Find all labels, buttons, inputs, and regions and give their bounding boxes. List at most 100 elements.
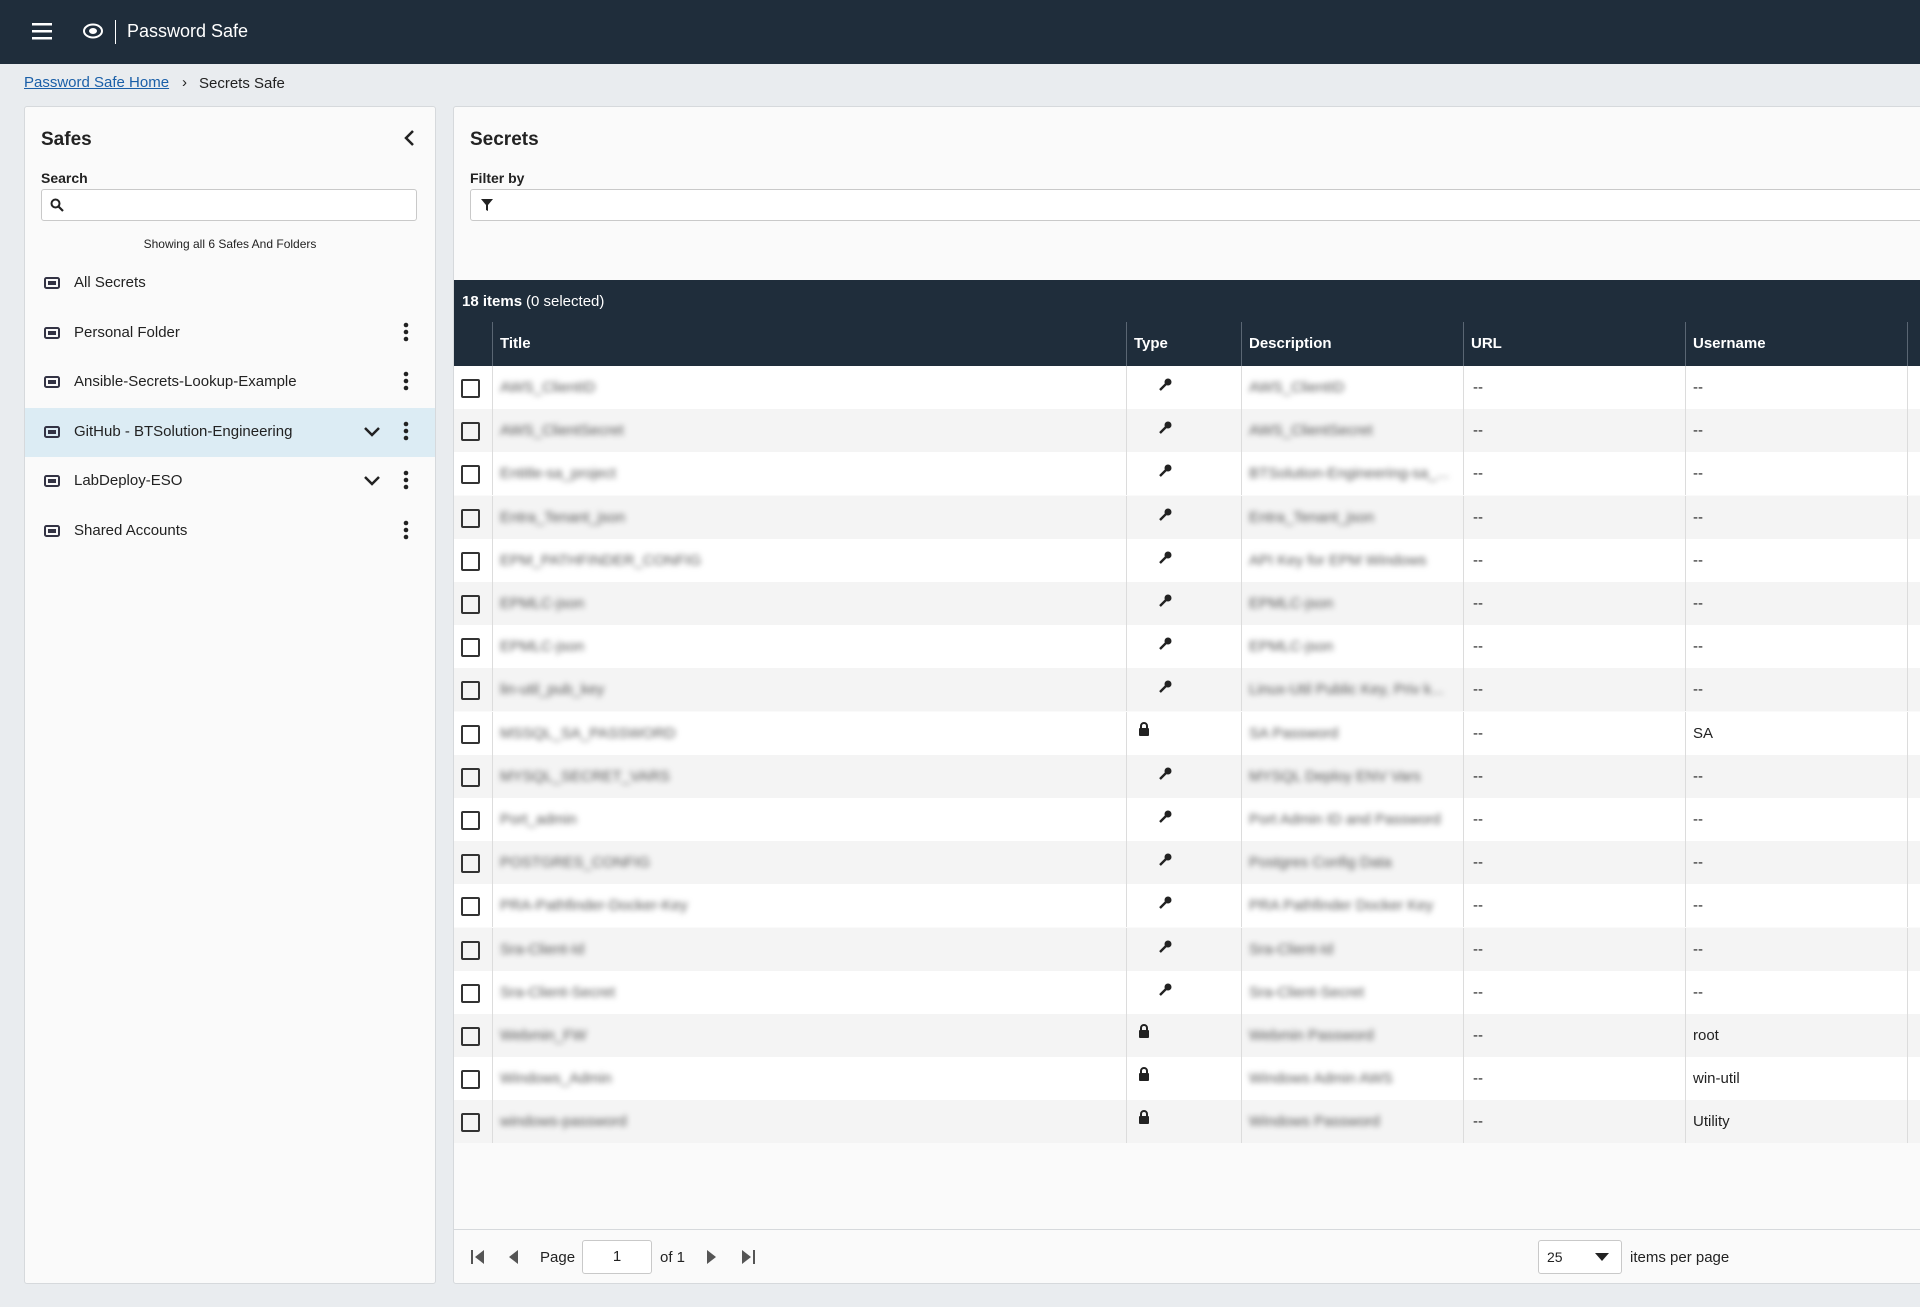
- expand-button[interactable]: [363, 474, 381, 491]
- expand-button[interactable]: [363, 425, 381, 442]
- secret-row[interactable]: MYSQL_SECRET_VARS MYSQL Deploy ENV Vars --…: [454, 754, 1920, 798]
- secret-row[interactable]: Sra-Client-Secret Sra-Client-Secret -- --: [454, 970, 1920, 1014]
- more-button[interactable]: [403, 520, 409, 544]
- secret-username: root: [1693, 1027, 1719, 1044]
- row-checkbox[interactable]: [461, 595, 480, 614]
- secret-url: --: [1473, 897, 1483, 915]
- secret-username: --: [1693, 811, 1703, 828]
- secret-row[interactable]: Sra-Client-Id Sra-Client-Id -- --: [454, 927, 1920, 971]
- more-button[interactable]: [403, 371, 409, 395]
- secret-row[interactable]: windows-password Windows Password -- Utilit…: [454, 1100, 1920, 1144]
- more-button[interactable]: [403, 470, 409, 494]
- secret-title: Windows_Admin: [500, 1070, 612, 1088]
- row-checkbox[interactable]: [461, 508, 480, 528]
- secret-row[interactable]: Entitle-sa_project BTSolution-Engineering…: [454, 452, 1920, 496]
- secret-row[interactable]: PRA-Pathfinder-Docker-Key PRA Pathfinder …: [454, 884, 1920, 928]
- secret-row[interactable]: EPM_PATHFINDER_CONFIG API Key for EPM Win…: [454, 538, 1920, 582]
- row-checkbox[interactable]: [461, 551, 480, 571]
- safe-item[interactable]: LabDeploy-ESO: [25, 457, 435, 506]
- secret-row[interactable]: lin-util_pub_key Linux-Util Public Key, P…: [454, 668, 1920, 712]
- row-checkbox[interactable]: [461, 940, 480, 960]
- column-divider: [492, 668, 493, 712]
- secret-description: Entra_Tenant_json: [1249, 508, 1375, 526]
- more-button[interactable]: [403, 421, 409, 445]
- page-input[interactable]: 1: [582, 1240, 652, 1274]
- column-divider: [1907, 322, 1908, 366]
- row-checkbox[interactable]: [461, 767, 480, 787]
- prev-page[interactable]: [507, 1249, 519, 1265]
- last-page[interactable]: [740, 1249, 756, 1265]
- secret-row[interactable]: EPMLC-json EPMLC-json -- --: [454, 625, 1920, 669]
- secret-row[interactable]: Windows_Admin Windows Admin AWS -- win-util: [454, 1057, 1920, 1101]
- secret-row[interactable]: Webmin_FW Webmin Password -- root: [454, 1014, 1920, 1057]
- row-checkbox[interactable]: [461, 724, 480, 744]
- page-of: of 1: [660, 1249, 686, 1266]
- safe-item[interactable]: GitHub - BTSolution-Engineering: [25, 407, 435, 457]
- column-divider: [1685, 927, 1686, 971]
- safe-item[interactable]: Ansible-Secrets-Lookup-Example: [25, 358, 435, 407]
- secret-title: Port_admin: [500, 811, 577, 828]
- row-checkbox[interactable]: [461, 983, 480, 1003]
- item-count: 18 items: [462, 293, 523, 310]
- secret-row[interactable]: AWS_ClientID AWS_ClientID -- --: [454, 366, 1920, 409]
- type-icon: [1158, 378, 1172, 396]
- secret-url: --: [1473, 940, 1483, 958]
- column-header[interactable]: URL: [1471, 335, 1502, 352]
- breadcrumb-home[interactable]: Password Safe Home: [24, 74, 170, 91]
- more-button[interactable]: [403, 322, 409, 346]
- row-checkbox[interactable]: [461, 379, 480, 398]
- safe-icon: [44, 425, 60, 442]
- secret-row[interactable]: EPMLC-json EPMLC-json -- --: [454, 582, 1920, 625]
- column-divider: [1907, 538, 1908, 582]
- row-checkbox[interactable]: [461, 897, 480, 917]
- row-checkbox[interactable]: [461, 1027, 480, 1046]
- per-page-select[interactable]: 25: [1538, 1240, 1622, 1274]
- column-divider: [1241, 625, 1242, 669]
- secret-row[interactable]: POSTGRES_CONFIG Postgres Config Data -- --: [454, 841, 1920, 885]
- row-checkbox[interactable]: [461, 465, 480, 485]
- type-icon: [1158, 940, 1172, 958]
- column-divider: [1126, 625, 1127, 669]
- column-divider: [1685, 366, 1686, 409]
- next-page[interactable]: [706, 1249, 718, 1265]
- first-page[interactable]: [470, 1249, 486, 1265]
- row-checkbox[interactable]: [461, 422, 480, 442]
- secret-description: Windows Admin AWS: [1249, 1070, 1393, 1088]
- secret-row[interactable]: MSSQL_SA_PASSWORD SA Password -- SA: [454, 711, 1920, 755]
- secret-description: Postgres Config Data: [1249, 854, 1392, 872]
- safe-name: Ansible-Secrets-Lookup-Example: [74, 373, 297, 390]
- column-header[interactable]: Title: [500, 335, 531, 352]
- column-header[interactable]: Username: [1693, 335, 1766, 352]
- safe-item[interactable]: All Secrets: [25, 259, 435, 308]
- type-icon: [1158, 896, 1172, 914]
- column-divider: [1463, 1100, 1464, 1144]
- column-divider: [1241, 582, 1242, 625]
- column-divider: [1685, 495, 1686, 539]
- row-checkbox[interactable]: [461, 854, 480, 874]
- safe-item[interactable]: Personal Folder: [25, 309, 435, 358]
- collapse-button[interactable]: [403, 129, 415, 147]
- menu-button[interactable]: [32, 22, 52, 40]
- column-divider: [1126, 322, 1127, 366]
- secret-row[interactable]: Port_admin Port Admin ID and Password -- --: [454, 798, 1920, 841]
- secret-username: --: [1693, 379, 1703, 396]
- type-icon: [1158, 637, 1172, 655]
- secret-row[interactable]: AWS_ClientSecret AWS_ClientSecret -- --: [454, 409, 1920, 453]
- row-checkbox[interactable]: [461, 638, 480, 658]
- secret-title: MSSQL_SA_PASSWORD: [500, 724, 676, 742]
- column-divider: [1463, 322, 1464, 366]
- search-input[interactable]: [41, 189, 417, 221]
- column-header[interactable]: Description: [1249, 335, 1332, 352]
- type-icon: [1138, 1110, 1150, 1128]
- row-checkbox[interactable]: [461, 1113, 480, 1133]
- filter-input[interactable]: [470, 189, 1920, 221]
- column-divider: [1241, 711, 1242, 755]
- row-checkbox[interactable]: [461, 681, 480, 701]
- safe-item[interactable]: Shared Accounts: [25, 507, 435, 556]
- column-header[interactable]: Type: [1134, 335, 1168, 352]
- row-checkbox[interactable]: [461, 811, 480, 830]
- row-checkbox[interactable]: [461, 1070, 480, 1090]
- column-divider: [1907, 366, 1908, 409]
- secret-row[interactable]: Entra_Tenant_json Entra_Tenant_json -- --: [454, 495, 1920, 539]
- secret-username: --: [1693, 681, 1703, 699]
